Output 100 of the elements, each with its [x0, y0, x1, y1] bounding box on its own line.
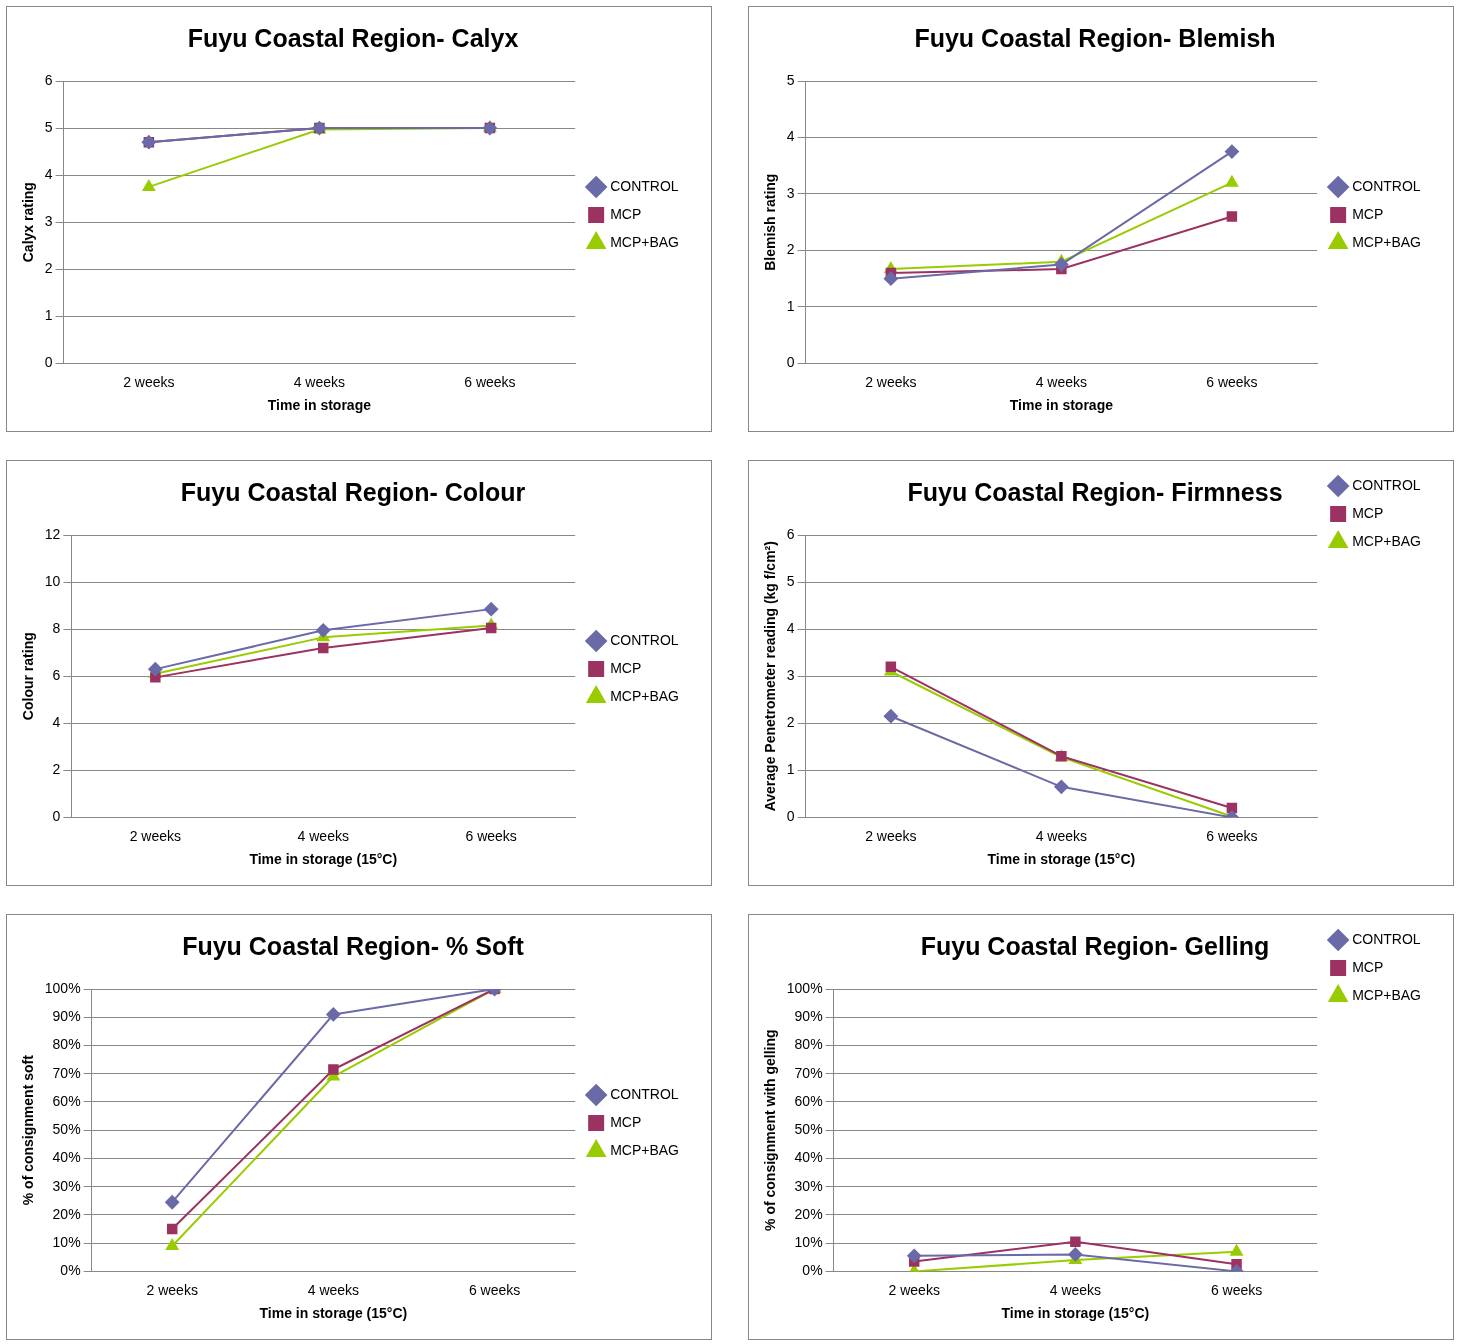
y-tick-label: 0 [52, 808, 61, 825]
y-tick-label: 60% [52, 1092, 81, 1109]
legend-label: CONTROL [610, 631, 679, 648]
y-tick-label: 0% [802, 1262, 823, 1279]
legend-label: MCP+BAG [1352, 532, 1422, 549]
y-tick-label: 0 [786, 808, 795, 825]
legend-label: MCP+BAG [610, 1141, 680, 1158]
legend-label: MCP [1352, 958, 1384, 975]
y-tick-label: 4 [44, 165, 53, 182]
x-tick-label: 2 weeks [146, 1281, 198, 1298]
y-tick-label: 6 [52, 667, 61, 684]
x-tick-label: 4 weeks [1035, 373, 1088, 390]
y-tick-label: 2 [786, 241, 795, 258]
x-tick-label: 6 weeks [1210, 1281, 1263, 1298]
chart-title: Fuyu Coastal Region- Firmness [907, 477, 1283, 506]
x-axis-title: Time in storage (15°C) [1001, 1305, 1150, 1322]
y-tick-label: 2 [52, 761, 61, 778]
legend-label: CONTROL [610, 1085, 679, 1102]
y-tick-label: 0 [44, 354, 53, 371]
y-tick-label: 50% [794, 1121, 823, 1138]
y-tick-label: 0 [786, 354, 795, 371]
y-tick-label: 30% [52, 1177, 81, 1194]
y-tick-label: 40% [794, 1149, 823, 1166]
y-tick-label: 90% [794, 1008, 823, 1025]
x-axis-title: Time in storage (15°C) [249, 851, 398, 868]
y-tick-label: 5 [786, 71, 795, 88]
x-tick-label: 6 weeks [464, 373, 516, 390]
x-tick-label: 2 weeks [123, 373, 175, 390]
y-tick-label: 5 [44, 118, 53, 135]
y-tick-label: 90% [52, 1008, 81, 1025]
x-tick-label: 4 weeks [307, 1281, 360, 1298]
x-tick-label: 4 weeks [1049, 1281, 1102, 1298]
x-tick-label: 2 weeks [888, 1281, 940, 1298]
x-tick-label: 4 weeks [293, 373, 346, 390]
legend-label: MCP [1352, 205, 1384, 222]
y-tick-label: 70% [52, 1064, 81, 1081]
y-axis-title: % of consignment with gelling [762, 1029, 779, 1231]
y-tick-label: 80% [52, 1036, 81, 1053]
y-tick-label: 3 [44, 213, 53, 230]
x-tick-label: 4 weeks [1035, 827, 1088, 844]
y-axis-title: Blemish rating [762, 173, 779, 271]
y-tick-label: 8 [52, 619, 61, 636]
legend-label: MCP+BAG [610, 233, 680, 250]
x-tick-label: 6 weeks [468, 1281, 521, 1298]
y-tick-label: 1 [44, 307, 53, 324]
y-tick-label: 4 [786, 128, 795, 145]
y-tick-label: 30% [794, 1177, 823, 1194]
x-tick-label: 2 weeks [865, 373, 917, 390]
y-tick-label: 12 [44, 525, 61, 542]
x-axis-title: Time in storage (15°C) [987, 851, 1136, 868]
y-tick-label: 4 [52, 714, 61, 731]
y-tick-label: 40% [52, 1149, 81, 1166]
y-tick-label: 10% [794, 1234, 823, 1251]
y-tick-label: 3 [786, 184, 795, 201]
y-tick-label: 0% [60, 1262, 81, 1279]
y-tick-label: 20% [52, 1205, 81, 1222]
legend-label: CONTROL [610, 177, 679, 194]
y-tick-label: 50% [52, 1121, 81, 1138]
y-tick-label: 10% [52, 1234, 81, 1251]
chart-title: Fuyu Coastal Region- Blemish [914, 23, 1276, 52]
x-tick-label: 6 weeks [465, 827, 517, 844]
legend-label: CONTROL [1352, 476, 1421, 493]
y-tick-label: 4 [786, 619, 795, 636]
y-tick-label: 100% [44, 979, 81, 996]
legend-label: MCP [610, 659, 642, 676]
legend-label: MCP [1352, 504, 1384, 521]
y-tick-label: 80% [794, 1036, 823, 1053]
chart-title: Fuyu Coastal Region- % Soft [182, 931, 525, 960]
y-axis-title: % of consignment soft [20, 1054, 37, 1206]
y-tick-label: 1 [786, 297, 795, 314]
legend-label: MCP [610, 1113, 642, 1130]
legend-label: MCP [610, 205, 642, 222]
x-tick-label: 4 weeks [297, 827, 349, 844]
x-tick-label: 2 weeks [129, 827, 182, 844]
y-tick-label: 100% [786, 979, 823, 996]
y-tick-label: 3 [786, 667, 795, 684]
y-tick-label: 60% [794, 1092, 823, 1109]
chart-title: Fuyu Coastal Region- Gelling [920, 931, 1270, 960]
y-axis-title: Average Penetrometer reading (kg f/cm²) [762, 541, 779, 812]
x-axis-title: Time in storage [267, 397, 372, 414]
y-tick-label: 10 [44, 572, 61, 589]
legend-label: MCP+BAG [1352, 986, 1422, 1003]
x-axis-title: Time in storage (15°C) [259, 1305, 408, 1322]
legend-label: CONTROL [1352, 177, 1421, 194]
legend-label: CONTROL [1352, 930, 1421, 947]
x-tick-label: 6 weeks [1206, 827, 1258, 844]
y-tick-label: 6 [44, 71, 53, 88]
x-tick-label: 2 weeks [865, 827, 917, 844]
x-tick-label: 6 weeks [1206, 373, 1258, 390]
y-tick-label: 20% [794, 1205, 823, 1222]
legend-label: MCP+BAG [1352, 233, 1422, 250]
y-axis-title: Calyx rating [20, 182, 37, 263]
y-tick-label: 5 [786, 572, 795, 589]
y-tick-label: 2 [786, 714, 795, 731]
x-axis-title: Time in storage [1009, 397, 1114, 414]
y-tick-label: 2 [44, 260, 53, 277]
chart-title: Fuyu Coastal Region- Calyx [187, 23, 519, 52]
y-tick-label: 6 [786, 525, 795, 542]
y-axis-title: Colour rating [20, 632, 37, 721]
y-tick-label: 70% [794, 1064, 823, 1081]
